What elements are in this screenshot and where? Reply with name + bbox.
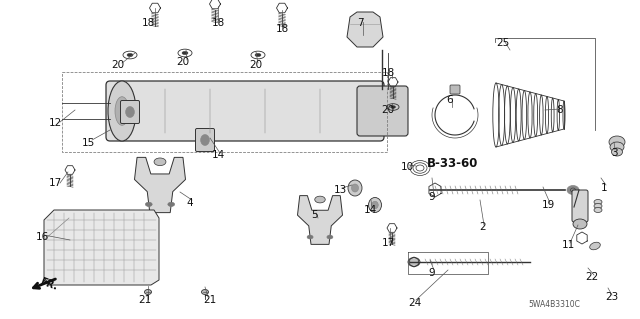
Text: 22: 22	[586, 272, 598, 282]
Bar	[62, 72, 387, 152]
Text: 25: 25	[497, 38, 509, 48]
Text: 18: 18	[381, 68, 395, 78]
Ellipse shape	[609, 136, 625, 148]
FancyBboxPatch shape	[106, 81, 384, 141]
Text: 19: 19	[541, 200, 555, 210]
Ellipse shape	[610, 142, 624, 152]
Text: 21: 21	[204, 295, 216, 305]
Text: 14: 14	[211, 150, 225, 160]
Text: 10: 10	[401, 162, 413, 172]
Ellipse shape	[594, 207, 602, 212]
Text: 2: 2	[480, 222, 486, 232]
Text: 20: 20	[250, 60, 262, 70]
Ellipse shape	[589, 242, 600, 250]
Polygon shape	[298, 196, 342, 244]
Ellipse shape	[408, 257, 420, 266]
Polygon shape	[347, 12, 383, 47]
Ellipse shape	[168, 202, 175, 206]
Ellipse shape	[145, 290, 152, 294]
Ellipse shape	[594, 199, 602, 204]
Ellipse shape	[348, 180, 362, 196]
Ellipse shape	[125, 107, 134, 117]
Ellipse shape	[182, 51, 188, 55]
Text: 20: 20	[177, 57, 189, 67]
Ellipse shape	[351, 184, 358, 192]
Polygon shape	[44, 210, 159, 285]
Text: 8: 8	[557, 105, 563, 115]
Ellipse shape	[315, 196, 325, 203]
Text: 14: 14	[364, 205, 376, 215]
Ellipse shape	[573, 219, 587, 229]
Text: 15: 15	[81, 138, 95, 148]
Ellipse shape	[372, 201, 378, 209]
Text: 20: 20	[111, 60, 125, 70]
Ellipse shape	[567, 186, 579, 195]
Ellipse shape	[369, 197, 381, 212]
FancyBboxPatch shape	[450, 85, 460, 94]
Ellipse shape	[202, 290, 209, 294]
Ellipse shape	[145, 202, 152, 206]
Ellipse shape	[115, 97, 129, 125]
Text: 18: 18	[211, 18, 225, 28]
Text: 17: 17	[381, 238, 395, 248]
Ellipse shape	[390, 106, 396, 108]
FancyBboxPatch shape	[357, 86, 408, 136]
Text: 12: 12	[49, 118, 61, 128]
Ellipse shape	[307, 235, 313, 239]
Text: 24: 24	[408, 298, 422, 308]
FancyBboxPatch shape	[572, 190, 588, 222]
Text: 20: 20	[381, 105, 395, 115]
Text: 11: 11	[561, 240, 575, 250]
Text: 5: 5	[310, 210, 317, 220]
Text: 4: 4	[187, 198, 193, 208]
FancyBboxPatch shape	[195, 129, 214, 152]
Ellipse shape	[108, 81, 136, 141]
Ellipse shape	[255, 53, 261, 57]
Text: 7: 7	[356, 18, 364, 28]
Text: 5WA4B3310C: 5WA4B3310C	[528, 300, 580, 309]
Text: 16: 16	[35, 232, 49, 242]
Text: 9: 9	[429, 192, 435, 202]
Text: B-33-60: B-33-60	[427, 157, 478, 170]
Ellipse shape	[327, 235, 333, 239]
Text: 23: 23	[605, 292, 619, 302]
Text: 13: 13	[333, 185, 347, 195]
Text: 21: 21	[138, 295, 152, 305]
Ellipse shape	[200, 135, 209, 145]
Text: 17: 17	[49, 178, 61, 188]
Text: 3: 3	[611, 148, 618, 158]
Text: 18: 18	[141, 18, 155, 28]
Text: 18: 18	[275, 24, 289, 34]
Ellipse shape	[127, 53, 133, 57]
Ellipse shape	[154, 158, 166, 166]
Ellipse shape	[594, 204, 602, 209]
FancyBboxPatch shape	[120, 100, 140, 123]
Ellipse shape	[611, 148, 623, 156]
Text: 9: 9	[429, 268, 435, 278]
Polygon shape	[134, 157, 186, 213]
Text: 1: 1	[601, 183, 607, 193]
Text: 6: 6	[447, 95, 453, 105]
Text: FR.: FR.	[38, 276, 58, 292]
